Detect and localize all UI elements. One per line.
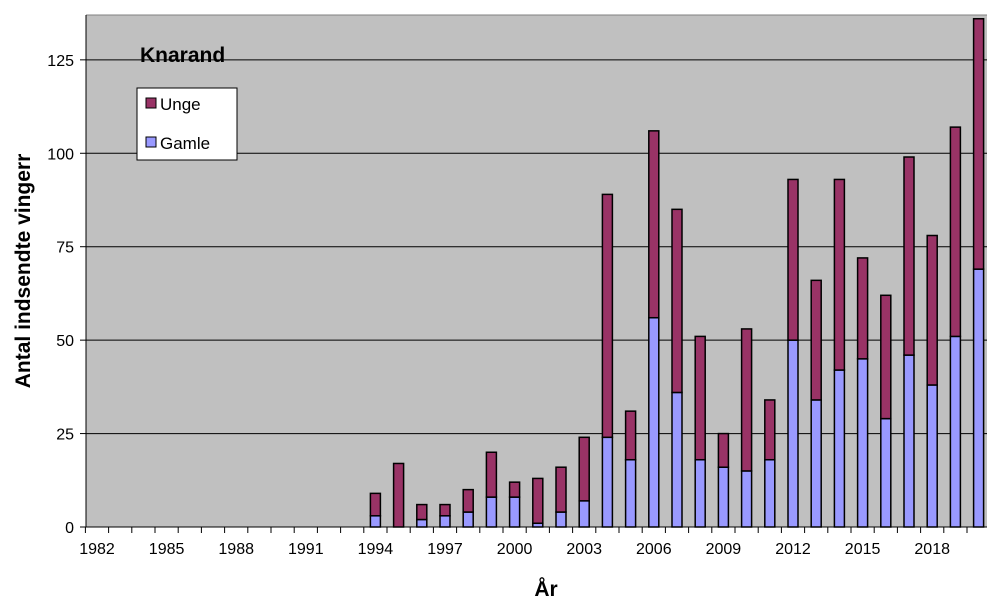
x-tick-label: 2009: [706, 541, 742, 558]
bar-gamle: [740, 470, 753, 528]
bar-unge: [392, 462, 405, 528]
x-tick-label: 1997: [427, 541, 463, 558]
bar-gamle: [833, 369, 846, 528]
bar-gamle: [694, 458, 706, 528]
bar-gamle: [856, 358, 869, 528]
bar-unge: [764, 399, 776, 461]
bar-gamle: [880, 417, 892, 528]
bar-gamle: [764, 458, 776, 528]
x-tick-label: 2006: [636, 541, 672, 558]
bar-gamle: [717, 466, 730, 528]
bar-unge: [369, 492, 382, 517]
bar-unge: [903, 156, 915, 356]
y-axis-title: Antal indsendte vingerr: [12, 154, 35, 389]
bar-unge: [880, 294, 892, 420]
bar-unge: [648, 130, 660, 319]
x-axis-title: År: [534, 577, 557, 601]
legend: Unge Gamle: [136, 87, 238, 161]
x-tick-label: 1991: [288, 541, 324, 558]
y-tick-labels: 0 25 50 75 100 125: [47, 53, 86, 537]
bar-unge: [949, 126, 962, 338]
x-tick-label: 2012: [775, 541, 811, 558]
bar-gamle: [462, 511, 474, 528]
y-tick-label: 50: [56, 333, 74, 350]
bar-unge: [833, 178, 846, 371]
legend-label-unge: Unge: [160, 95, 201, 114]
bar-gamle: [648, 316, 660, 528]
bar-gamle: [624, 458, 637, 528]
x-tick-label: 1994: [358, 541, 394, 558]
bar-unge: [578, 436, 590, 502]
bar-unge: [926, 234, 938, 386]
y-tick-label: 75: [56, 240, 74, 257]
bar-unge: [694, 335, 706, 461]
bar-unge: [532, 477, 544, 525]
bar-gamle: [369, 515, 382, 528]
bar-unge: [671, 208, 683, 394]
legend-swatch-gamle: [145, 136, 157, 148]
bar-gamle: [416, 518, 428, 528]
bar-unge: [787, 178, 799, 341]
bar-gamle: [601, 436, 614, 528]
x-tick-label: 2003: [566, 541, 602, 558]
bar-unge: [462, 488, 474, 513]
bar-unge: [717, 432, 730, 468]
bar-unge: [555, 466, 567, 513]
bar-unge: [601, 193, 614, 439]
y-tick-label: 0: [65, 520, 74, 537]
bar-unge: [810, 279, 822, 401]
bar-gamle: [810, 399, 822, 528]
bar-gamle: [949, 335, 962, 528]
x-tick-label: 1985: [149, 541, 185, 558]
y-tick-label: 25: [56, 427, 74, 444]
bar-gamle: [439, 515, 451, 528]
y-tick-label: 125: [47, 53, 74, 70]
bar-gamle: [787, 339, 799, 528]
legend-label-gamle: Gamle: [160, 134, 210, 153]
axes: [85, 14, 987, 528]
bar-gamle: [926, 384, 938, 528]
x-tick-labels: 1982 1985 1988 1991 1994 1997 2000 2003 2006 2009…: [79, 527, 968, 558]
y-tick-label: 100: [47, 146, 74, 163]
bar-unge: [740, 328, 753, 472]
bar-unge: [972, 17, 985, 270]
legend-swatch-unge: [145, 97, 157, 109]
x-tick-label: 1988: [218, 541, 254, 558]
x-tick-label: 1982: [79, 541, 115, 558]
x-tick-label: 2015: [845, 541, 881, 558]
bar-gamle: [555, 511, 567, 528]
bar-unge: [485, 451, 498, 498]
bar-unge: [508, 481, 521, 498]
bar-unge: [624, 410, 637, 461]
chart-title: Knarand: [140, 44, 225, 67]
bar-unge: [856, 257, 869, 360]
x-tick-label: 2000: [497, 541, 533, 558]
bar-gamle: [578, 500, 590, 528]
bar-unge: [439, 503, 451, 517]
bar-gamle: [485, 496, 498, 528]
bar-gamle: [972, 268, 985, 528]
bar-gamle: [508, 496, 521, 528]
bar-gamle: [903, 354, 915, 528]
bar-unge: [416, 503, 428, 521]
x-tick-label: 2018: [914, 541, 950, 558]
bar-gamle: [671, 391, 683, 528]
